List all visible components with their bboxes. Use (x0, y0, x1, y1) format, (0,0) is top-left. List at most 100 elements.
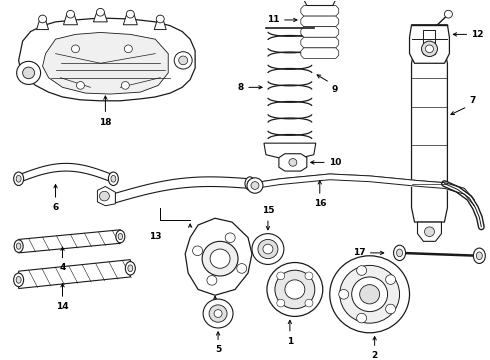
Circle shape (305, 272, 313, 280)
Text: 14: 14 (56, 302, 69, 311)
Polygon shape (64, 10, 77, 25)
Circle shape (425, 45, 434, 53)
Text: 1: 1 (287, 337, 293, 346)
Ellipse shape (396, 249, 403, 257)
Circle shape (444, 10, 452, 18)
Text: 15: 15 (262, 206, 274, 215)
Circle shape (267, 262, 323, 316)
Circle shape (275, 270, 315, 309)
Circle shape (277, 272, 285, 280)
Circle shape (285, 280, 305, 299)
Circle shape (193, 246, 202, 256)
Polygon shape (19, 163, 113, 183)
Text: 18: 18 (99, 118, 112, 127)
Ellipse shape (16, 175, 21, 182)
Circle shape (424, 227, 435, 237)
Circle shape (17, 61, 41, 85)
Polygon shape (301, 48, 339, 58)
Ellipse shape (393, 245, 406, 261)
Text: 6: 6 (52, 203, 59, 212)
Ellipse shape (247, 180, 252, 187)
Circle shape (214, 310, 222, 318)
Polygon shape (185, 218, 252, 295)
Polygon shape (98, 186, 115, 206)
Ellipse shape (128, 265, 133, 272)
Circle shape (247, 178, 263, 193)
Circle shape (225, 233, 235, 243)
Circle shape (305, 299, 313, 307)
Circle shape (360, 285, 380, 304)
Text: 10: 10 (329, 158, 341, 167)
Polygon shape (154, 15, 166, 30)
Polygon shape (19, 260, 130, 288)
Circle shape (258, 239, 278, 259)
Circle shape (289, 158, 297, 166)
Circle shape (126, 10, 134, 18)
Polygon shape (123, 10, 137, 25)
Circle shape (174, 52, 192, 69)
Polygon shape (264, 143, 316, 161)
Circle shape (277, 299, 285, 307)
Text: 3: 3 (212, 315, 218, 324)
Circle shape (203, 299, 233, 328)
Ellipse shape (245, 177, 255, 190)
Circle shape (72, 45, 79, 53)
Circle shape (339, 289, 349, 299)
Polygon shape (412, 49, 447, 222)
Circle shape (237, 264, 247, 273)
Circle shape (124, 45, 132, 53)
Circle shape (330, 256, 410, 333)
Ellipse shape (108, 172, 119, 185)
Text: 17: 17 (353, 248, 366, 257)
Bar (423, 30, 436, 54)
Polygon shape (301, 5, 339, 16)
Ellipse shape (111, 175, 116, 182)
Circle shape (357, 313, 367, 323)
Circle shape (357, 266, 367, 275)
Polygon shape (19, 230, 121, 253)
Ellipse shape (14, 172, 24, 185)
Ellipse shape (14, 240, 23, 252)
Text: 16: 16 (314, 199, 326, 208)
Circle shape (252, 234, 284, 265)
Ellipse shape (16, 243, 21, 249)
Polygon shape (410, 25, 449, 63)
Ellipse shape (16, 276, 21, 283)
Circle shape (263, 244, 273, 254)
Text: 11: 11 (268, 15, 280, 24)
Circle shape (352, 277, 388, 312)
Circle shape (202, 241, 238, 276)
Circle shape (156, 15, 164, 23)
Circle shape (179, 56, 188, 65)
Polygon shape (19, 18, 195, 101)
Ellipse shape (125, 262, 135, 275)
Circle shape (122, 82, 129, 89)
Ellipse shape (473, 248, 485, 264)
Circle shape (23, 67, 35, 79)
Polygon shape (115, 177, 250, 203)
Polygon shape (301, 27, 339, 37)
Text: 5: 5 (215, 345, 221, 354)
Text: 13: 13 (149, 232, 162, 241)
Text: 8: 8 (238, 83, 244, 92)
Circle shape (39, 15, 47, 23)
Ellipse shape (476, 252, 482, 260)
Circle shape (340, 265, 399, 323)
Polygon shape (43, 32, 168, 94)
Text: 9: 9 (332, 85, 338, 94)
Circle shape (99, 191, 109, 201)
Ellipse shape (14, 273, 24, 287)
Circle shape (97, 8, 104, 16)
Text: 4: 4 (59, 264, 66, 273)
Polygon shape (301, 16, 339, 27)
Polygon shape (37, 15, 49, 30)
Text: 7: 7 (469, 96, 476, 105)
Circle shape (421, 41, 438, 57)
Circle shape (207, 275, 217, 285)
Circle shape (76, 82, 84, 89)
Polygon shape (417, 222, 441, 241)
Circle shape (386, 304, 395, 314)
Text: 12: 12 (471, 30, 484, 39)
Polygon shape (301, 37, 339, 48)
Circle shape (210, 249, 230, 268)
